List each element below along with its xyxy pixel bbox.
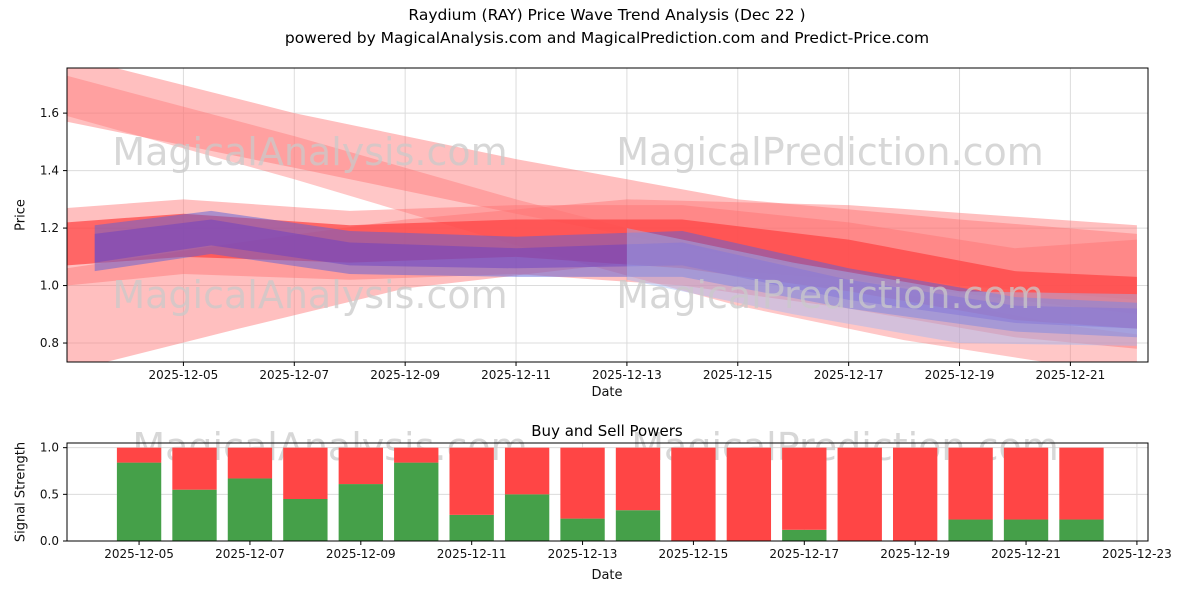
signal-strength-axis-label: Signal Strength <box>13 441 29 543</box>
svg-text:1.6: 1.6 <box>40 106 59 120</box>
svg-text:2025-12-09: 2025-12-09 <box>326 547 396 561</box>
svg-text:2025-12-07: 2025-12-07 <box>215 547 285 561</box>
svg-text:MagicalPrediction.com: MagicalPrediction.com <box>616 273 1044 317</box>
svg-text:2025-12-19: 2025-12-19 <box>880 547 950 561</box>
svg-text:MagicalAnalysis.com: MagicalAnalysis.com <box>112 273 507 317</box>
svg-text:2025-12-21: 2025-12-21 <box>991 547 1061 561</box>
svg-text:2025-12-05: 2025-12-05 <box>149 368 219 382</box>
svg-text:2025-12-13: 2025-12-13 <box>592 368 662 382</box>
svg-text:0.5: 0.5 <box>40 487 59 501</box>
svg-text:1.2: 1.2 <box>40 221 59 235</box>
svg-text:2025-12-07: 2025-12-07 <box>259 368 329 382</box>
svg-text:2025-12-15: 2025-12-15 <box>659 547 729 561</box>
svg-text:2025-12-17: 2025-12-17 <box>814 368 884 382</box>
svg-text:1.0: 1.0 <box>40 441 59 455</box>
powers-subplot-title: Buy and Sell Powers <box>531 422 683 440</box>
svg-text:2025-12-17: 2025-12-17 <box>769 547 839 561</box>
svg-text:MagicalPrediction.com: MagicalPrediction.com <box>616 130 1044 174</box>
svg-text:2025-12-11: 2025-12-11 <box>437 547 507 561</box>
bottom-date-axis-label: Date <box>591 568 623 583</box>
svg-text:2025-12-09: 2025-12-09 <box>370 368 440 382</box>
svg-text:2025-12-13: 2025-12-13 <box>548 547 618 561</box>
svg-text:2025-12-05: 2025-12-05 <box>104 547 174 561</box>
svg-text:2025-12-23: 2025-12-23 <box>1102 547 1172 561</box>
svg-text:2025-12-15: 2025-12-15 <box>703 368 773 382</box>
chart-subtitle: powered by MagicalAnalysis.com and Magic… <box>284 29 930 47</box>
price-axis-label: Price <box>13 199 29 231</box>
svg-text:MagicalAnalysis.com: MagicalAnalysis.com <box>112 130 507 174</box>
svg-text:1.0: 1.0 <box>40 279 59 293</box>
svg-text:2025-12-19: 2025-12-19 <box>925 368 995 382</box>
svg-text:2025-12-11: 2025-12-11 <box>481 368 551 382</box>
svg-text:0.0: 0.0 <box>40 534 59 548</box>
svg-text:0.8: 0.8 <box>40 336 59 350</box>
svg-text:2025-12-21: 2025-12-21 <box>1036 368 1106 382</box>
top-date-axis-label: Date <box>591 385 623 400</box>
chart-title: Raydium (RAY) Price Wave Trend Analysis … <box>408 6 806 24</box>
svg-text:1.4: 1.4 <box>40 164 59 178</box>
